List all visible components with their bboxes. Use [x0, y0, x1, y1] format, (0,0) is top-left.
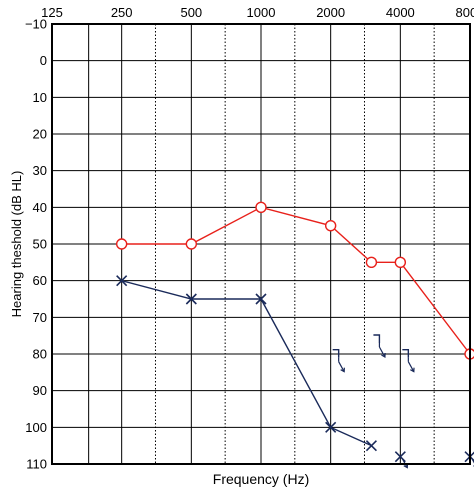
no-response-arrow — [407, 361, 415, 372]
no-response-arrowhead — [340, 367, 345, 373]
y-tick-label: 20 — [33, 127, 47, 142]
data-point-circle — [115, 238, 128, 250]
no-response-arrowhead — [410, 367, 415, 373]
data-point-cross — [325, 421, 337, 433]
y-tick-label: −10 — [25, 17, 47, 32]
x-tick-label: 1000 — [247, 5, 276, 20]
y-tick-label: 100 — [25, 420, 47, 435]
no-response-arrow — [338, 361, 345, 372]
x-tick-label: 500 — [180, 5, 202, 20]
y-tick-label: 90 — [33, 383, 47, 398]
no-response-arrowhead — [381, 352, 386, 359]
y-tick-label: 110 — [26, 457, 47, 472]
x-axis-label: Frequency (Hz) — [213, 471, 309, 487]
bone-conduction-bracket — [402, 348, 410, 358]
data-point-circle — [365, 256, 378, 269]
data-point-cross — [185, 293, 197, 305]
y-tick-label: 70 — [33, 310, 47, 325]
x-tick-label: 125 — [41, 5, 63, 20]
y-tick-label: 80 — [33, 347, 47, 362]
y-tick-label: 60 — [33, 273, 47, 288]
plot-frame — [51, 23, 471, 465]
no-response-arrow — [378, 346, 386, 358]
data-point-cross — [365, 440, 377, 452]
x-tick-labels: 125 250 500 1000 2000 4000 8000 — [41, 5, 474, 20]
bone-conduction-bracket — [332, 348, 340, 358]
data-point-circle — [394, 256, 407, 269]
y-tick-label: 0 — [40, 53, 47, 68]
data-point-cross — [255, 293, 267, 305]
data-point-circle — [324, 219, 337, 232]
data-point-circle — [255, 201, 267, 214]
grid-lines — [51, 23, 471, 465]
y-axis-label: Hearing theshold (dB HL) — [9, 171, 24, 318]
no-response-arrowhead — [403, 463, 409, 469]
no-response-arrow — [471, 458, 474, 464]
y-tick-label: 50 — [33, 237, 47, 252]
y-tick-label: 40 — [33, 200, 47, 215]
data-point-circle — [185, 238, 198, 250]
x-tick-label: 250 — [111, 5, 133, 20]
x-tick-label: 8000 — [456, 5, 474, 20]
y-tick-label: 10 — [33, 90, 47, 105]
bone-conduction-bracket — [373, 334, 381, 343]
data-point-cross — [116, 275, 128, 287]
x-tick-label: 2000 — [316, 5, 345, 20]
y-tick-labels: −10 0 10 20 30 40 50 60 70 80 90 100 110 — [25, 17, 47, 472]
data-series — [115, 201, 474, 469]
series-line-blue — [121, 279, 372, 447]
y-tick-label: 30 — [33, 163, 47, 178]
x-tick-label: 4000 — [386, 5, 415, 20]
